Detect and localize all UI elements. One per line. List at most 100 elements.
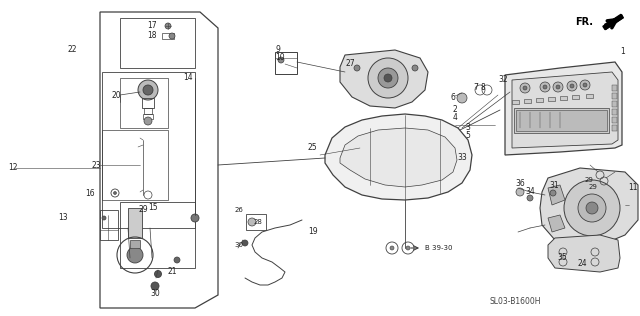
- Polygon shape: [548, 235, 620, 272]
- Circle shape: [523, 86, 527, 90]
- Polygon shape: [604, 14, 624, 30]
- Bar: [512, 100, 519, 104]
- Circle shape: [278, 57, 284, 63]
- Text: 34: 34: [525, 186, 535, 196]
- Bar: [246, 214, 266, 230]
- Text: 14: 14: [184, 74, 193, 82]
- Text: 18: 18: [147, 32, 157, 40]
- Text: 21: 21: [168, 268, 177, 276]
- Text: SL03-B1600H: SL03-B1600H: [490, 297, 541, 307]
- Circle shape: [543, 85, 547, 89]
- Polygon shape: [548, 215, 565, 232]
- Bar: [612, 93, 617, 99]
- Bar: [612, 125, 617, 131]
- Circle shape: [138, 80, 158, 100]
- Text: 30: 30: [234, 242, 243, 248]
- Circle shape: [191, 214, 199, 222]
- Circle shape: [127, 247, 143, 263]
- Circle shape: [412, 65, 418, 71]
- Text: 7: 7: [474, 83, 479, 93]
- Polygon shape: [340, 128, 457, 187]
- Circle shape: [406, 246, 410, 250]
- Text: 36: 36: [515, 179, 525, 189]
- Text: 6: 6: [451, 93, 456, 101]
- Polygon shape: [340, 50, 428, 108]
- Circle shape: [540, 82, 550, 92]
- Circle shape: [564, 180, 620, 236]
- Text: 23: 23: [92, 161, 102, 169]
- Text: 9: 9: [275, 46, 280, 54]
- Circle shape: [556, 85, 560, 89]
- Text: 10: 10: [275, 53, 285, 63]
- Text: 35: 35: [557, 252, 567, 262]
- Text: 19: 19: [308, 228, 318, 236]
- Text: 25: 25: [307, 143, 317, 153]
- Text: 4: 4: [452, 113, 458, 123]
- Circle shape: [154, 270, 161, 277]
- Text: B 39-30: B 39-30: [425, 245, 452, 251]
- Bar: [143, 114, 153, 119]
- Circle shape: [583, 83, 587, 87]
- Text: 2: 2: [452, 106, 458, 114]
- Text: 24: 24: [577, 259, 587, 269]
- Bar: [612, 117, 617, 123]
- Text: 28: 28: [253, 219, 262, 225]
- Bar: [548, 97, 555, 101]
- Circle shape: [102, 216, 106, 220]
- Circle shape: [368, 58, 408, 98]
- Bar: [275, 52, 297, 74]
- Text: 30: 30: [150, 289, 160, 299]
- Text: 22: 22: [68, 46, 77, 54]
- Circle shape: [550, 190, 556, 196]
- Text: 31: 31: [549, 181, 559, 191]
- Text: 20: 20: [112, 90, 122, 100]
- Circle shape: [354, 65, 360, 71]
- Text: 27: 27: [346, 58, 356, 68]
- Polygon shape: [548, 185, 565, 205]
- Circle shape: [457, 93, 467, 103]
- Circle shape: [390, 246, 394, 250]
- Circle shape: [384, 74, 392, 82]
- Circle shape: [553, 82, 563, 92]
- Bar: [524, 99, 531, 103]
- Text: 26: 26: [234, 207, 243, 213]
- Bar: [142, 98, 154, 108]
- Bar: [128, 208, 142, 238]
- Text: 1: 1: [620, 46, 625, 56]
- Circle shape: [151, 282, 159, 290]
- Text: 12: 12: [8, 163, 17, 173]
- Text: 29: 29: [138, 205, 148, 215]
- Text: 5: 5: [465, 131, 470, 139]
- FancyArrow shape: [603, 14, 623, 30]
- Circle shape: [144, 117, 152, 125]
- Bar: [572, 95, 579, 99]
- Circle shape: [242, 240, 248, 246]
- Bar: [612, 101, 617, 107]
- Bar: [612, 85, 617, 91]
- Text: 32: 32: [498, 76, 508, 84]
- Circle shape: [174, 257, 180, 263]
- Circle shape: [567, 81, 577, 91]
- Text: 15: 15: [148, 203, 157, 211]
- Circle shape: [578, 194, 606, 222]
- Bar: [560, 96, 567, 100]
- Bar: [516, 110, 607, 131]
- Circle shape: [527, 195, 533, 201]
- Circle shape: [113, 191, 116, 195]
- Bar: [586, 94, 593, 98]
- Text: 17: 17: [147, 21, 157, 29]
- Bar: [130, 240, 140, 248]
- Text: 13: 13: [58, 212, 68, 222]
- Polygon shape: [512, 72, 618, 148]
- Bar: [536, 98, 543, 102]
- Text: 16: 16: [85, 189, 95, 198]
- Text: 11: 11: [628, 184, 637, 192]
- Bar: [514, 108, 609, 133]
- Circle shape: [520, 83, 530, 93]
- Circle shape: [570, 84, 574, 88]
- Circle shape: [378, 68, 398, 88]
- Text: 29: 29: [588, 184, 597, 190]
- Bar: [162, 33, 174, 39]
- Bar: [612, 109, 617, 115]
- Text: 8: 8: [481, 83, 485, 93]
